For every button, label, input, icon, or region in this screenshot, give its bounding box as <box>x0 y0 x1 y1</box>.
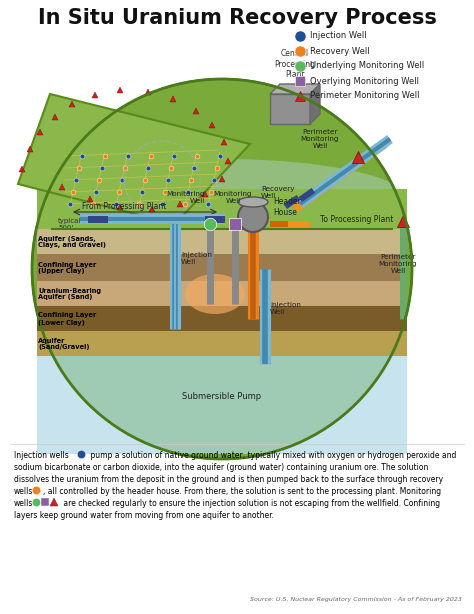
Bar <box>37 189 407 229</box>
Bar <box>283 195 300 209</box>
Text: Injection wells: Injection wells <box>14 451 69 460</box>
Text: Aquifer
(Sand/Gravel): Aquifer (Sand/Gravel) <box>38 338 90 351</box>
Polygon shape <box>18 94 250 224</box>
Ellipse shape <box>185 274 245 314</box>
Bar <box>37 254 407 281</box>
Text: Uranium-Bearing
Aquifer (Sand): Uranium-Bearing Aquifer (Sand) <box>38 287 101 300</box>
Text: wells: wells <box>14 499 33 508</box>
Text: typically
500': typically 500' <box>58 218 88 231</box>
Bar <box>299 188 315 202</box>
Text: Monitoring
Well: Monitoring Well <box>214 191 252 204</box>
Text: Injection Well: Injection Well <box>310 31 366 41</box>
Text: Monitoring
Well: Monitoring Well <box>166 191 205 204</box>
Text: Underlying Monitoring Well: Underlying Monitoring Well <box>310 61 424 71</box>
Bar <box>37 229 407 254</box>
Polygon shape <box>270 84 320 94</box>
Polygon shape <box>270 94 310 124</box>
Text: dissolves the uranium from the deposit in the ground and is then pumped back to : dissolves the uranium from the deposit i… <box>14 475 443 484</box>
Bar <box>37 281 407 306</box>
Ellipse shape <box>37 159 407 239</box>
Bar <box>37 306 407 331</box>
Text: In Situ Uranium Recovery Process: In Situ Uranium Recovery Process <box>37 8 437 28</box>
Text: Central
Processing
Plant: Central Processing Plant <box>274 49 316 79</box>
Text: Header
House: Header House <box>273 197 301 217</box>
Text: Overlying Monitoring Well: Overlying Monitoring Well <box>310 77 419 85</box>
Text: Perimeter
Monitoring
Well: Perimeter Monitoring Well <box>379 254 417 274</box>
Text: wells: wells <box>14 487 33 496</box>
Text: To Processing Plant: To Processing Plant <box>320 214 393 223</box>
Bar <box>270 221 288 227</box>
Text: Perimeter
Monitoring
Well: Perimeter Monitoring Well <box>301 129 339 149</box>
Text: Confining Layer
(Lower Clay): Confining Layer (Lower Clay) <box>38 313 96 325</box>
Circle shape <box>238 202 268 232</box>
Text: Recovery
Well: Recovery Well <box>261 186 294 199</box>
Text: Injection
Well: Injection Well <box>181 252 212 265</box>
Text: are checked regularly to ensure the injection solution is not escaping from the : are checked regularly to ensure the inje… <box>61 499 440 508</box>
Text: Recovery Well: Recovery Well <box>310 47 370 55</box>
Text: Perimeter Monitoring Well: Perimeter Monitoring Well <box>310 91 419 101</box>
Text: Aquifer (Sands,
Clays, and Gravel): Aquifer (Sands, Clays, and Gravel) <box>38 236 106 249</box>
Ellipse shape <box>238 197 268 207</box>
Text: pump a solution of native ground water, typically mixed with oxygen or hydrogen : pump a solution of native ground water, … <box>88 451 456 460</box>
Text: Injection
Well: Injection Well <box>270 303 301 316</box>
Text: sodium bicarbonate or carbon dioxide, into the aquifer (ground water) containing: sodium bicarbonate or carbon dioxide, in… <box>14 463 428 472</box>
Text: Submersible Pump: Submersible Pump <box>182 392 262 401</box>
Text: Source: U.S. Nuclear Regulatory Commission - As of February 2023: Source: U.S. Nuclear Regulatory Commissi… <box>250 597 462 602</box>
Text: layers keep ground water from moving from one aquifer to another.: layers keep ground water from moving fro… <box>14 511 274 520</box>
Bar <box>88 216 108 223</box>
Bar <box>37 356 407 454</box>
Circle shape <box>32 79 412 459</box>
Bar <box>37 331 407 356</box>
Text: , all controlled by the header house. From there, the solution is sent to the pr: , all controlled by the header house. Fr… <box>43 487 441 496</box>
Text: Confining Layer
(Upper Clay): Confining Layer (Upper Clay) <box>38 262 96 274</box>
Bar <box>205 216 225 223</box>
Text: From Processing Plant: From Processing Plant <box>82 202 166 211</box>
Polygon shape <box>310 84 320 124</box>
